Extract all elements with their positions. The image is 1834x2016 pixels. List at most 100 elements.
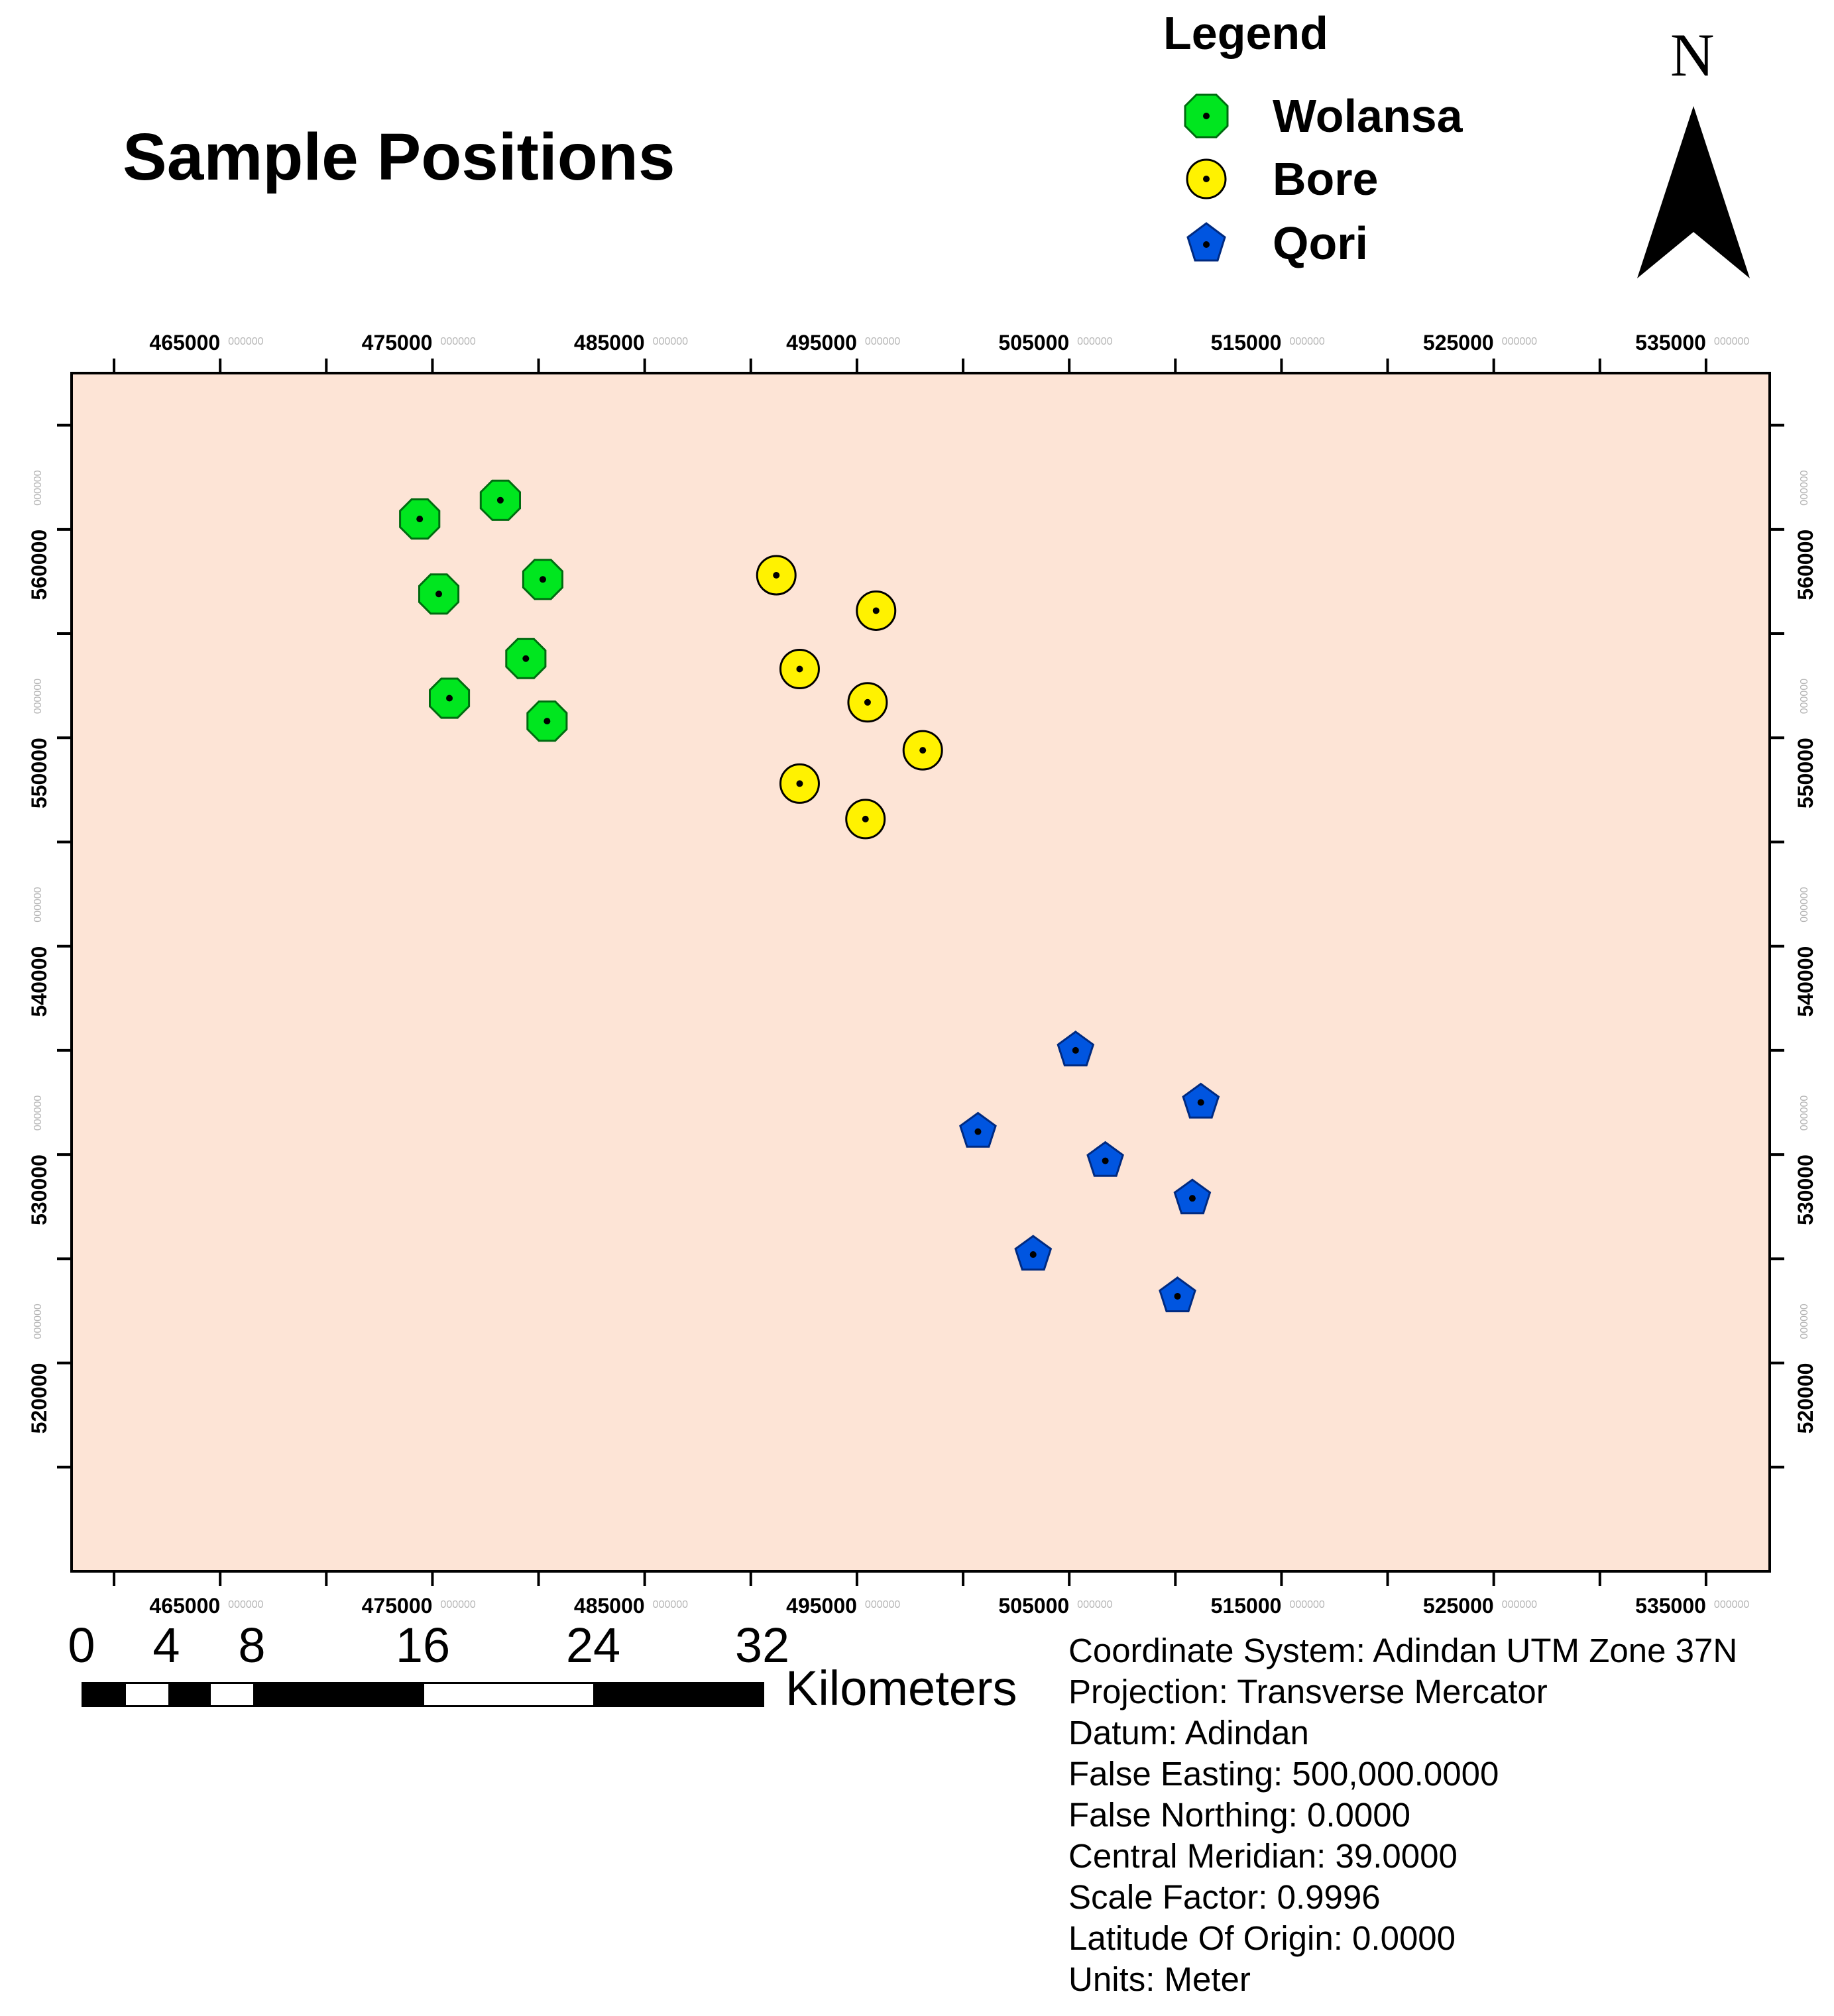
projection-line-latitude-of-origin: Latitude Of Origin: 0.0000 — [1068, 1919, 1456, 1957]
x-tick-suffix: 000000 — [1502, 336, 1537, 347]
sample-point-bore — [856, 590, 897, 631]
legend-item-qori: Qori — [1180, 213, 1368, 273]
sample-point-bore — [779, 763, 820, 804]
sample-point-wolansa — [429, 677, 471, 719]
projection-line-datum: Datum: Adindan — [1068, 1714, 1309, 1752]
y-tick-suffix: 000000 — [32, 1095, 44, 1131]
y-tick-label-right: 520000 — [1794, 1363, 1817, 1434]
sample-point-bore — [902, 730, 943, 771]
sample-point-bore — [845, 799, 886, 840]
x-tick-suffix: 000000 — [1502, 1599, 1537, 1610]
projection-line-coordinate-system: Coordinate System: Adindan UTM Zone 37N — [1068, 1632, 1738, 1669]
x-tick-label-top: 525000 — [1423, 331, 1494, 355]
x-tick-suffix: 000000 — [228, 1599, 263, 1610]
scale-bar-labels: 0 4 8 16 24 32 — [0, 1617, 862, 1677]
x-tick-label-bottom: 515000 — [1211, 1594, 1282, 1617]
x-tick-label-bottom: 465000 — [149, 1594, 220, 1617]
projection-line-projection: Projection: Transverse Mercator — [1068, 1673, 1548, 1710]
x-tick-suffix: 000000 — [1714, 1599, 1749, 1610]
sample-point-bore — [756, 555, 797, 596]
legend-label-bore: Bore — [1273, 153, 1379, 205]
legend-label-qori: Qori — [1273, 217, 1368, 269]
sample-point-wolansa — [505, 638, 547, 679]
y-tick-label-right: 530000 — [1794, 1154, 1817, 1225]
sample-point-qori — [1014, 1235, 1053, 1271]
projection-line-units: Units: Meter — [1068, 1960, 1251, 1998]
scale-bar-unit: Kilometers — [785, 1661, 1017, 1716]
projection-line-scale-factor: Scale Factor: 0.9996 — [1068, 1878, 1381, 1916]
projection-info: Coordinate System: Adindan UTM Zone 37N … — [1068, 1630, 1737, 2000]
x-tick-label-bottom: 535000 — [1635, 1594, 1706, 1617]
y-tick-label-left: 520000 — [27, 1363, 51, 1434]
x-tick-suffix: 000000 — [1077, 1599, 1112, 1610]
x-tick-label-bottom: 505000 — [998, 1594, 1069, 1617]
north-label: N — [1670, 21, 1715, 89]
y-tick-label-right: 540000 — [1794, 946, 1817, 1017]
x-tick-suffix: 000000 — [865, 1599, 900, 1610]
y-tick-suffix: 000000 — [1799, 470, 1810, 505]
x-tick-label-top: 535000 — [1635, 331, 1706, 355]
sample-point-wolansa — [418, 573, 460, 615]
sample-point-wolansa — [522, 559, 563, 600]
legend-item-wolansa: Wolansa — [1180, 86, 1463, 146]
x-tick-suffix: 000000 — [228, 336, 263, 347]
map-background — [70, 372, 1771, 1573]
scale-label-32: 32 — [734, 1618, 790, 1673]
x-tick-suffix: 000000 — [440, 1599, 475, 1610]
sample-points — [399, 479, 1220, 1313]
scale-label-24: 24 — [565, 1618, 621, 1673]
y-tick-suffix: 000000 — [1799, 679, 1810, 714]
x-tick-suffix: 000000 — [653, 1599, 688, 1610]
y-tick-label-left: 550000 — [27, 738, 51, 809]
x-tick-suffix: 000000 — [1289, 1599, 1324, 1610]
sample-point-bore — [779, 648, 820, 689]
x-tick-label-top: 465000 — [149, 331, 220, 355]
y-tick-label-left: 540000 — [27, 946, 51, 1017]
legend-item-bore: Bore — [1180, 149, 1378, 209]
projection-line-false-northing: False Northing: 0.0000 — [1068, 1796, 1410, 1834]
y-tick-suffix: 000000 — [32, 470, 44, 505]
x-tick-suffix: 000000 — [865, 336, 900, 347]
sample-point-qori — [1182, 1082, 1220, 1119]
map-frame: 465000 000000 465000 000000 475000 000000 4750… — [27, 331, 1817, 1617]
x-tick-suffix: 000000 — [1714, 336, 1749, 347]
map-title: Sample Positions — [123, 120, 675, 194]
projection-line-central-meridian: Central Meridian: 39.0000 — [1068, 1837, 1458, 1875]
circle-icon — [1186, 158, 1227, 199]
legend-label-wolansa: Wolansa — [1273, 90, 1463, 142]
scale-label-16: 16 — [395, 1618, 451, 1673]
north-arrow-icon — [1637, 106, 1750, 278]
y-tick-label-right: 550000 — [1794, 738, 1817, 809]
x-tick-label-bottom: 525000 — [1423, 1594, 1494, 1617]
sample-point-qori — [1057, 1031, 1095, 1067]
sample-point-wolansa — [399, 498, 441, 540]
y-tick-label-right: 560000 — [1794, 530, 1817, 600]
scale-label-4: 4 — [152, 1618, 180, 1673]
legend-title: Legend — [1163, 7, 1328, 59]
x-tick-label-top: 475000 — [362, 331, 433, 355]
x-tick-label-top: 505000 — [998, 331, 1069, 355]
octagon-icon — [1184, 93, 1229, 139]
x-tick-suffix: 000000 — [440, 336, 475, 347]
y-tick-suffix: 000000 — [1799, 1095, 1810, 1131]
y-tick-suffix: 000000 — [1799, 887, 1810, 922]
y-tick-label-left: 530000 — [27, 1154, 51, 1225]
scale-label-8: 8 — [238, 1618, 266, 1673]
x-tick-suffix: 000000 — [653, 336, 688, 347]
x-tick-label-bottom: 485000 — [574, 1594, 645, 1617]
sample-point-qori — [1159, 1276, 1196, 1313]
x-tick-label-top: 495000 — [786, 331, 857, 355]
x-tick-label-top: 485000 — [574, 331, 645, 355]
y-tick-suffix: 000000 — [32, 1304, 44, 1339]
sample-point-bore — [847, 682, 888, 723]
x-tick-label-top: 515000 — [1211, 331, 1282, 355]
sample-point-qori — [1173, 1178, 1212, 1215]
sample-point-wolansa — [479, 479, 521, 521]
pentagon-icon — [1186, 222, 1226, 262]
x-tick-suffix: 000000 — [1289, 336, 1324, 347]
y-tick-suffix: 000000 — [32, 679, 44, 714]
x-tick-suffix: 000000 — [1077, 336, 1112, 347]
sample-point-wolansa — [526, 700, 568, 742]
x-tick-label-bottom: 495000 — [786, 1594, 857, 1617]
y-tick-suffix: 000000 — [1799, 1304, 1810, 1339]
